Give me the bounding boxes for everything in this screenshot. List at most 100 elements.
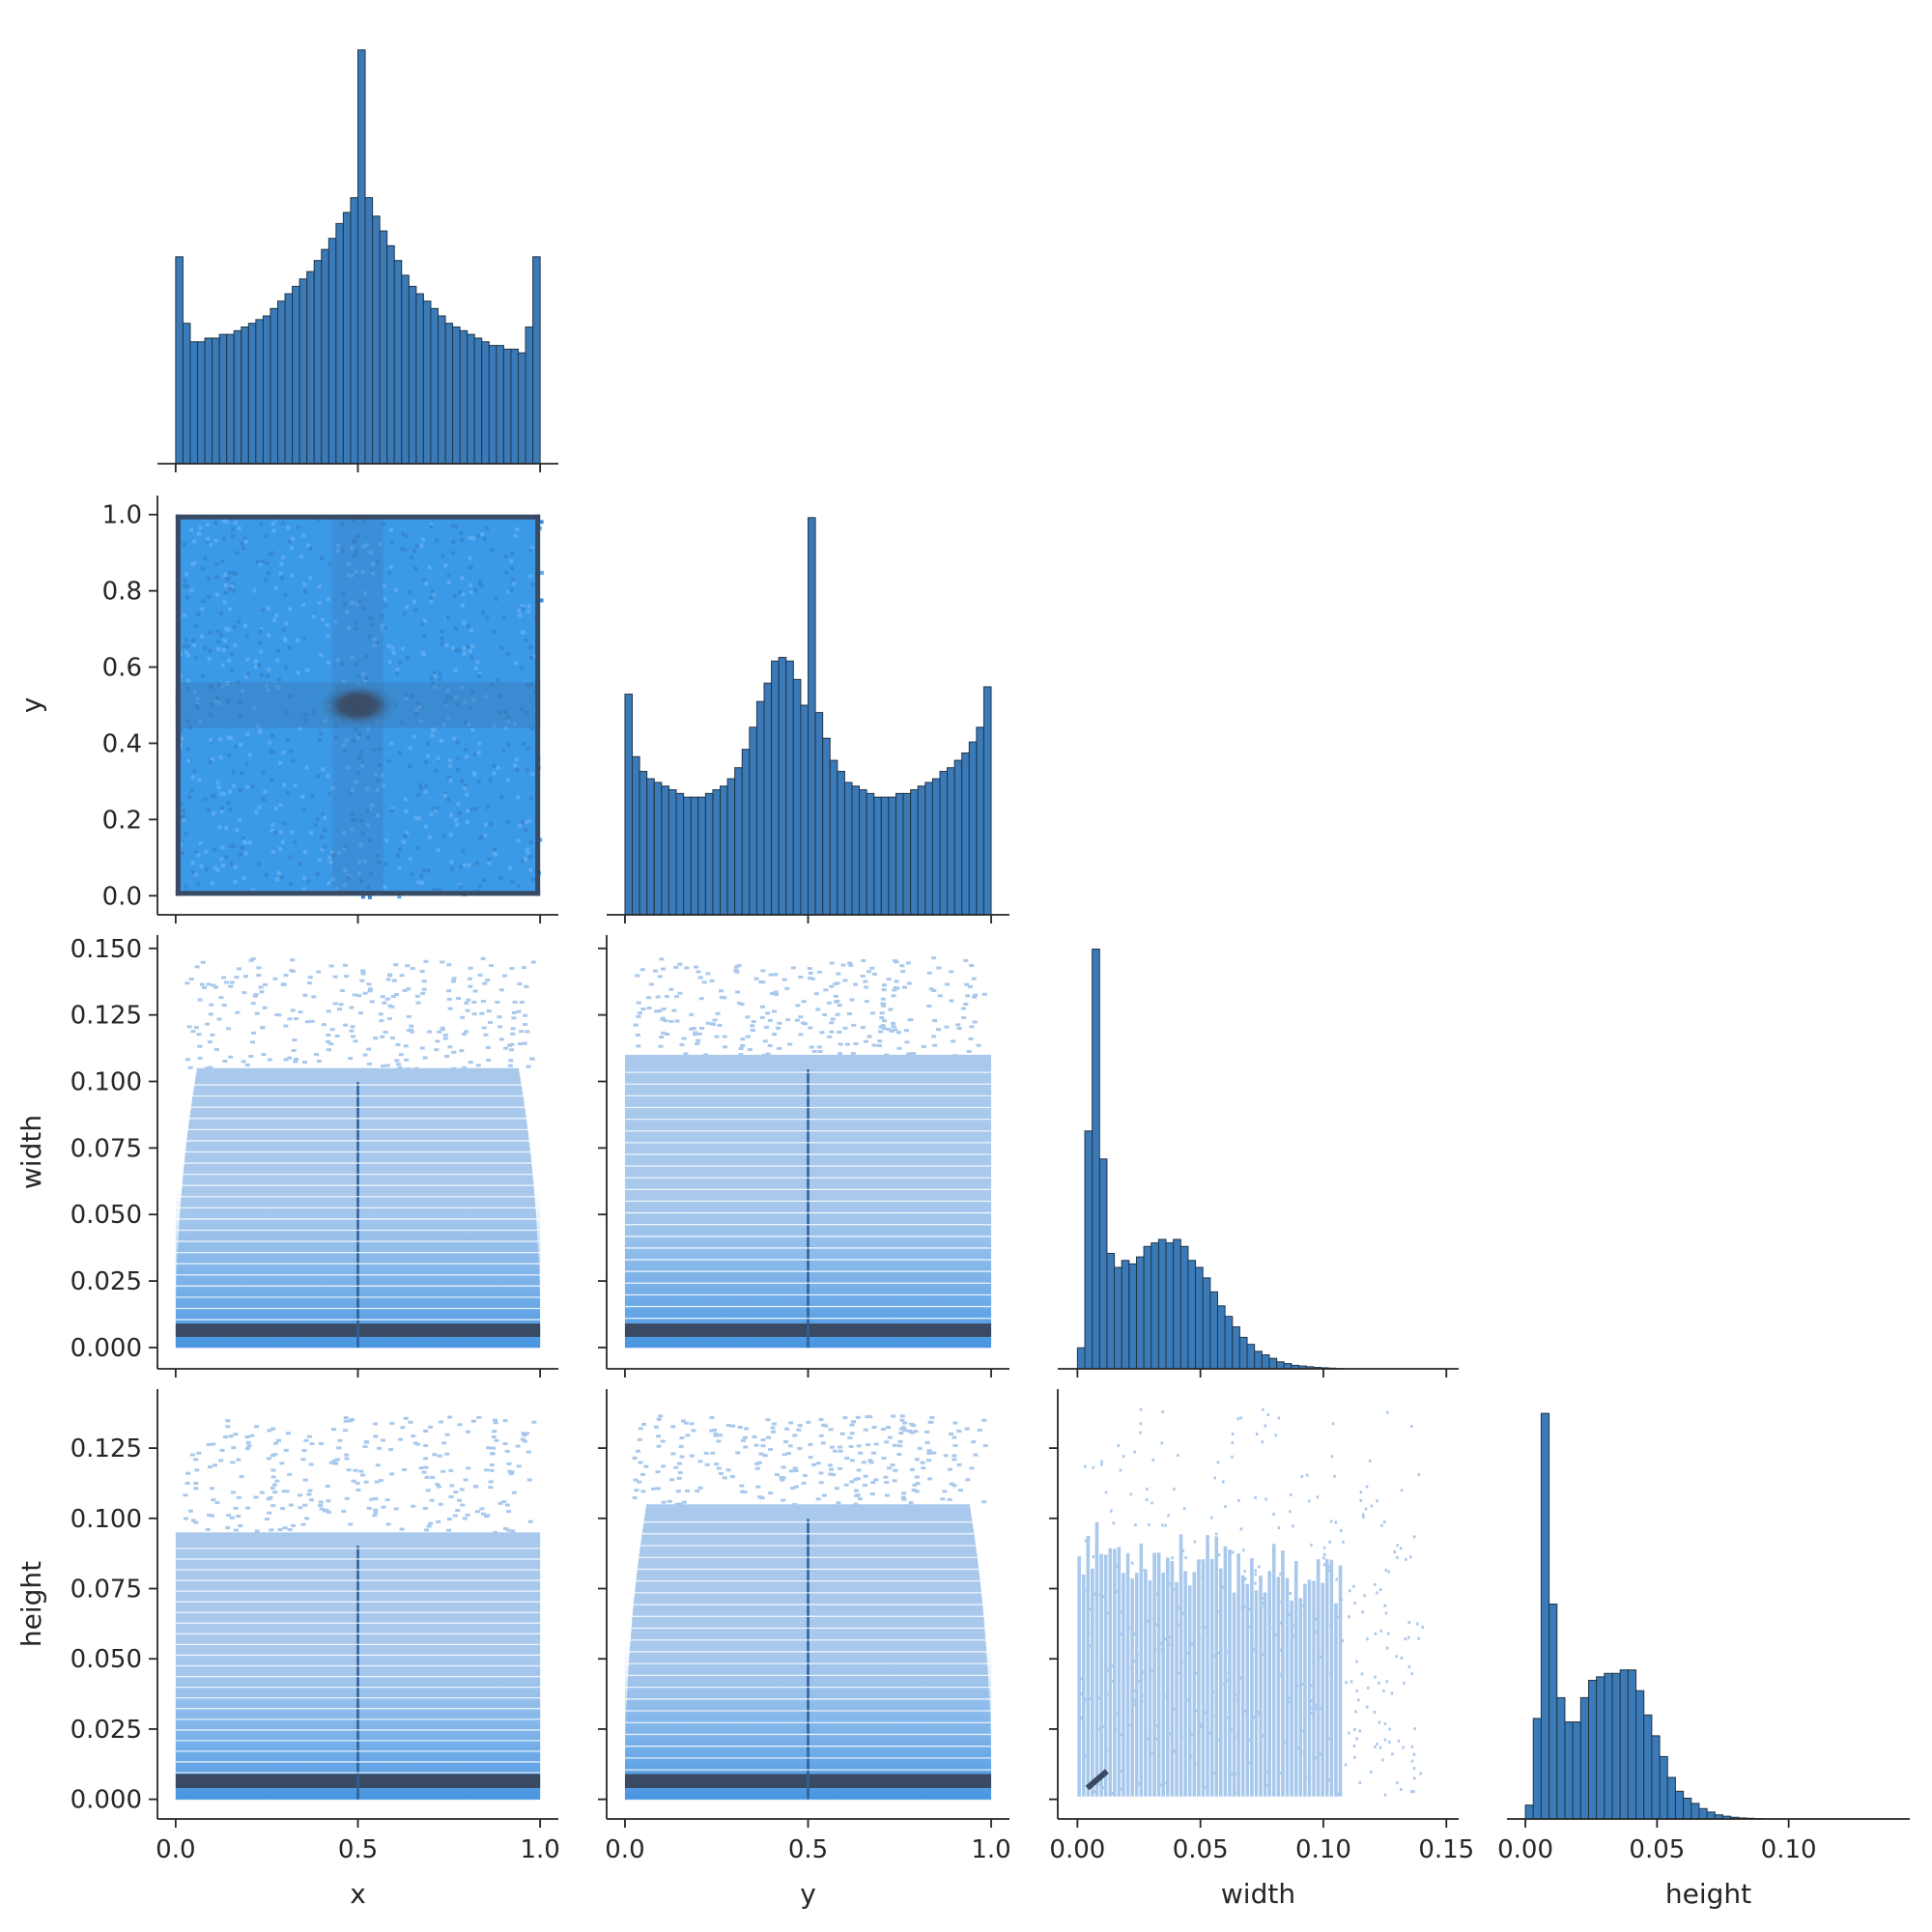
heatmap-cell: [526, 850, 530, 855]
heatmap-cell: [328, 1461, 334, 1464]
heatmap-cell: [710, 1451, 716, 1455]
heatmap-cell: [699, 1026, 705, 1030]
heatmap-cell: [373, 1496, 379, 1500]
heatmap-cell: [194, 850, 199, 855]
heatmap-cell: [1077, 1748, 1081, 1752]
heatmap-cell: [445, 615, 450, 620]
heatmap-cell: [806, 1420, 811, 1424]
heatmap-cell: [838, 1466, 843, 1470]
heatmap-cell: [305, 668, 310, 673]
heatmap-cell: [302, 582, 307, 586]
heatmap-cell: [216, 683, 221, 688]
heatmap-cell: [1242, 1605, 1246, 1608]
heatmap-cell: [462, 646, 467, 651]
heatmap-cell: [904, 1040, 910, 1044]
heatmap-cell: [1177, 1454, 1179, 1458]
heatmap-cell: [1211, 1690, 1215, 1693]
heatmap-cell: [371, 571, 376, 576]
heatmap-cell: [221, 976, 227, 980]
heatmap-cell: [947, 1467, 952, 1471]
heatmap-cell: [378, 763, 383, 768]
heatmap-cell: [867, 1415, 873, 1419]
heatmap-cell: [777, 1021, 782, 1025]
heatmap-cell: [492, 847, 497, 852]
heatmap-cell: [238, 788, 242, 793]
heatmap-cell: [296, 670, 300, 675]
heatmap-cell: [213, 698, 218, 703]
heatmap-cell: [931, 1451, 937, 1455]
heatmap-cell: [443, 791, 448, 796]
heatmap-cell: [901, 1492, 907, 1495]
heatmap-cell: [1085, 1754, 1088, 1758]
heatmap-cell: [222, 536, 227, 541]
heatmap-cell: [410, 872, 414, 877]
heatmap-cell: [466, 644, 470, 649]
heatmap-cell: [893, 985, 898, 989]
heatmap-cell: [240, 771, 244, 776]
heatmap-cell: [750, 1029, 755, 1033]
y-tick-label: 0.075: [71, 1134, 142, 1163]
heatmap-cell: [495, 1000, 500, 1004]
heatmap-cell: [880, 1002, 886, 1006]
heatmap-cell: [321, 617, 326, 622]
heatmap-cell: [405, 533, 410, 538]
heatmap-cell: [207, 594, 212, 599]
y-tick-label: 0.150: [71, 935, 142, 964]
heatmap-cell: [1201, 1559, 1206, 1797]
heatmap-cell: [241, 836, 245, 840]
heatmap-cell: [914, 1475, 920, 1479]
heatmap-cell: [373, 1508, 379, 1512]
heatmap-cell: [832, 1449, 838, 1453]
heatmap-cell: [1262, 1653, 1265, 1657]
heatmap-cell: [504, 1449, 510, 1453]
heatmap-cell: [233, 880, 238, 885]
heatmap-cell: [448, 1494, 454, 1498]
heatmap-cell: [1195, 1709, 1198, 1713]
heatmap-cell: [801, 1481, 807, 1485]
heatmap-cell: [798, 975, 804, 979]
histogram-bar: [931, 778, 941, 916]
heatmap-cell: [390, 540, 395, 545]
heatmap-cell: [530, 772, 535, 777]
heatmap-cell: [790, 1487, 796, 1491]
heatmap-cell: [1309, 1684, 1313, 1688]
heatmap-cell: [452, 594, 457, 599]
heatmap-cell: [344, 1453, 350, 1457]
heatmap-cell: [284, 1490, 290, 1493]
heatmap-cell: [969, 1466, 975, 1470]
heatmap-cell: [1253, 1648, 1257, 1652]
heatmap-cell: [822, 1013, 828, 1017]
heatmap-cell: [1132, 1703, 1135, 1707]
heatmap-cell: [1168, 1635, 1171, 1639]
heatmap-cell: [963, 1002, 969, 1006]
heatmap-cell: [457, 810, 462, 815]
x-tick-label: 0.5: [338, 1835, 378, 1864]
heatmap-cell: [516, 1464, 522, 1468]
heatmap-cell: [342, 963, 348, 967]
heatmap-cell: [259, 649, 264, 654]
heatmap-cell: [658, 1044, 664, 1048]
heatmap-cell: [458, 865, 463, 869]
histogram-bar: [1674, 1790, 1685, 1820]
heatmap-cell: [436, 1520, 441, 1523]
heatmap-cell: [1382, 1689, 1385, 1692]
heatmap-cell: [468, 966, 473, 970]
histogram-bar: [704, 792, 714, 916]
heatmap-cell: [190, 1030, 196, 1034]
heatmap-cell: [914, 1458, 920, 1462]
heatmap-cell: [525, 1030, 530, 1034]
heatmap-cell: [745, 1015, 751, 1019]
heatmap-cell: [408, 764, 412, 769]
heatmap-cell: [471, 698, 476, 703]
heatmap-cell: [1344, 1763, 1348, 1767]
heatmap-cell: [972, 1020, 978, 1024]
heatmap-cell: [226, 801, 231, 806]
heatmap-cell: [208, 631, 213, 636]
heatmap-cell: [740, 1438, 746, 1442]
heatmap-cell: [477, 673, 482, 678]
heatmap-cell: [233, 642, 238, 647]
heatmap-cell: [1152, 1708, 1156, 1712]
heatmap-cell: [397, 846, 402, 851]
heatmap-cell: [200, 960, 206, 964]
y-tick-label: 0.100: [71, 1068, 142, 1097]
